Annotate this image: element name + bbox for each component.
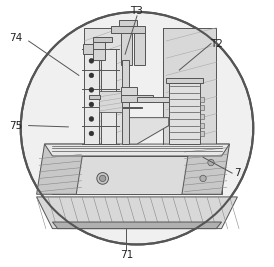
Bar [111,26,145,33]
Bar [134,30,145,65]
Bar [200,97,204,102]
Polygon shape [44,144,230,156]
Circle shape [89,117,94,121]
Polygon shape [126,118,169,144]
Circle shape [99,175,106,182]
Circle shape [89,102,94,107]
Circle shape [89,131,94,136]
Text: 71: 71 [120,250,133,260]
Bar [118,20,137,26]
Bar [166,78,203,83]
Text: T2: T2 [210,39,223,49]
Bar [121,95,153,102]
Circle shape [89,73,94,78]
Bar [121,87,137,95]
Text: T3: T3 [131,6,143,16]
Text: 74: 74 [9,33,22,43]
Bar [169,83,200,144]
Polygon shape [163,28,216,144]
Polygon shape [137,96,169,102]
Text: 75: 75 [9,121,22,131]
Circle shape [21,12,253,245]
Polygon shape [52,222,222,229]
Polygon shape [99,107,142,108]
Bar [93,42,105,60]
Text: 7: 7 [234,168,241,178]
Circle shape [89,58,94,63]
Polygon shape [182,144,230,194]
Bar [84,49,99,144]
Bar [83,44,93,54]
Circle shape [89,88,94,92]
Bar [121,30,132,65]
Bar [122,60,129,144]
Circle shape [200,175,206,182]
Polygon shape [52,156,222,194]
Bar [200,105,204,110]
Circle shape [208,159,214,166]
Circle shape [97,172,109,184]
Polygon shape [37,197,237,229]
Polygon shape [84,28,124,144]
Bar [101,49,116,144]
Polygon shape [89,95,100,99]
Bar [200,114,204,119]
Bar [200,123,204,128]
Bar [93,37,112,42]
Bar [200,131,204,136]
Polygon shape [37,144,84,194]
Bar [99,91,122,112]
